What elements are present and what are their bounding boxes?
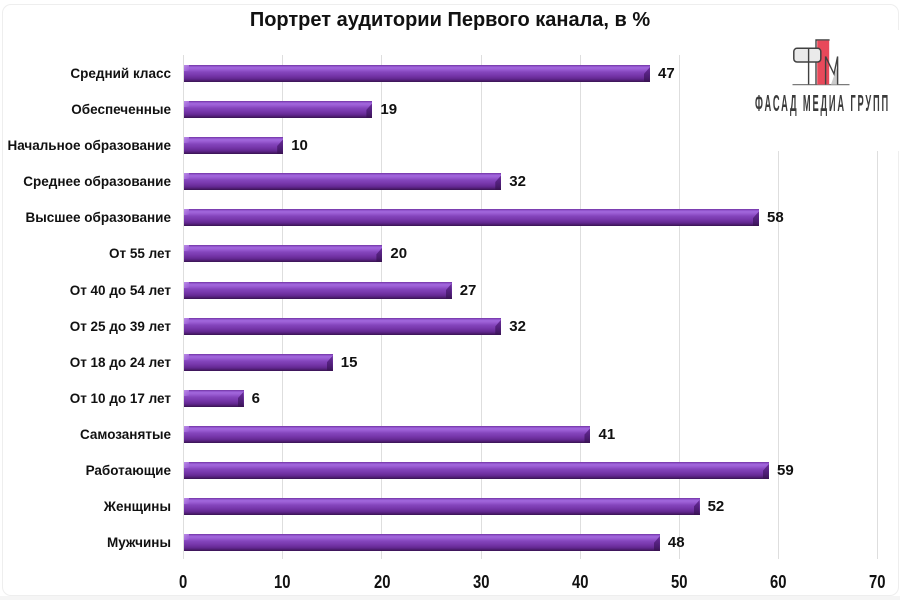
svg-text:ФАСАД МЕДИА ГРУПП: ФАСАД МЕДИА ГРУПП: [755, 90, 890, 116]
